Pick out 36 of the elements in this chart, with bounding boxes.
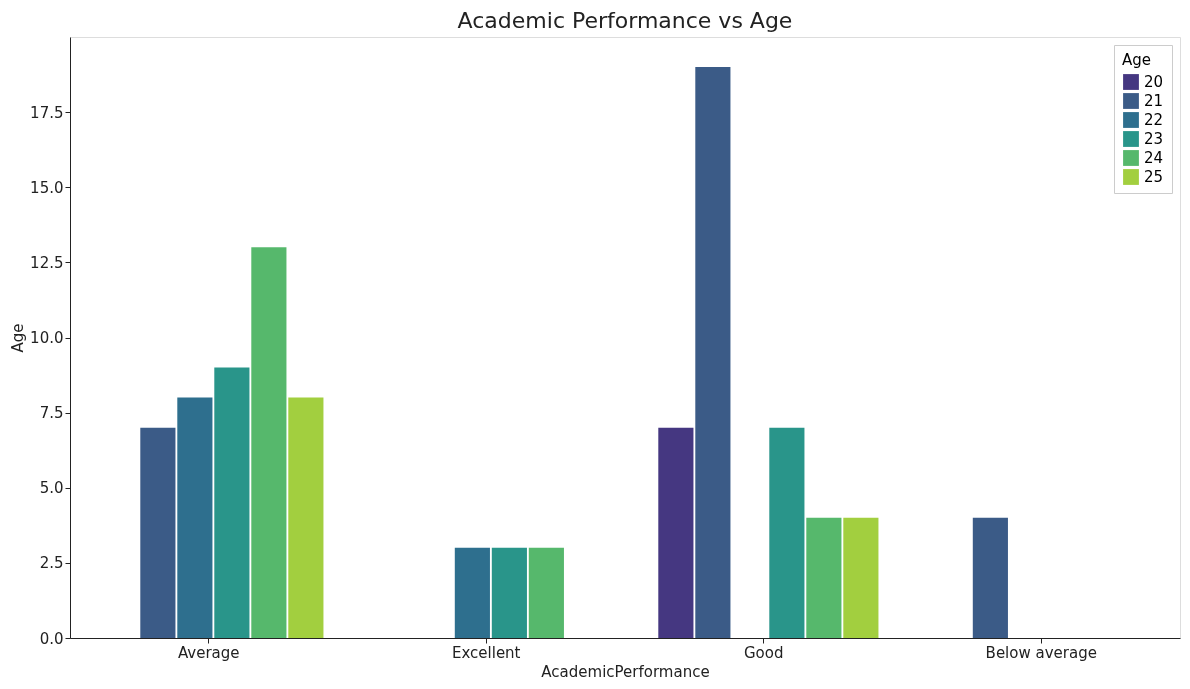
y-tick-label: 0.0 (39, 629, 64, 648)
legend-label: 22 (1144, 111, 1164, 129)
x-axis-title: AcademicPerformance (541, 662, 710, 681)
x-tick-label: Below average (985, 643, 1097, 662)
y-axis-title: Age (9, 323, 28, 353)
legend-label: 25 (1144, 168, 1164, 186)
legend-label: 20 (1144, 73, 1164, 91)
bar (251, 247, 287, 638)
bar (214, 367, 250, 638)
y-tick-label: 17.5 (30, 103, 64, 122)
y-tick-label: 10.0 (30, 329, 64, 347)
y-tick-label: 12.5 (30, 253, 64, 272)
x-tick-label: Average (177, 643, 240, 662)
bar (695, 67, 731, 638)
legend-title: Age (1122, 51, 1152, 69)
legend-label: 24 (1144, 149, 1164, 167)
bar (769, 427, 805, 638)
bar (843, 517, 879, 638)
bar (454, 547, 490, 638)
legend-label: 23 (1144, 130, 1164, 148)
bar (140, 427, 176, 638)
bar (806, 517, 842, 638)
bar (972, 517, 1008, 638)
bar (177, 397, 213, 638)
y-tick-label: 15.0 (30, 178, 64, 197)
y-tick-label: 7.5 (39, 404, 64, 423)
x-tick-label: Good (744, 643, 784, 662)
x-tick-label: Excellent (451, 643, 521, 662)
legend-label: 21 (1144, 92, 1164, 110)
bar (528, 547, 564, 638)
y-tick-label: 2.5 (39, 554, 64, 573)
bar (491, 547, 527, 638)
bar (658, 427, 694, 638)
bar (288, 397, 324, 638)
y-tick-label: 5.0 (39, 479, 64, 498)
chart-title: Academic Performance vs Age (457, 8, 793, 33)
